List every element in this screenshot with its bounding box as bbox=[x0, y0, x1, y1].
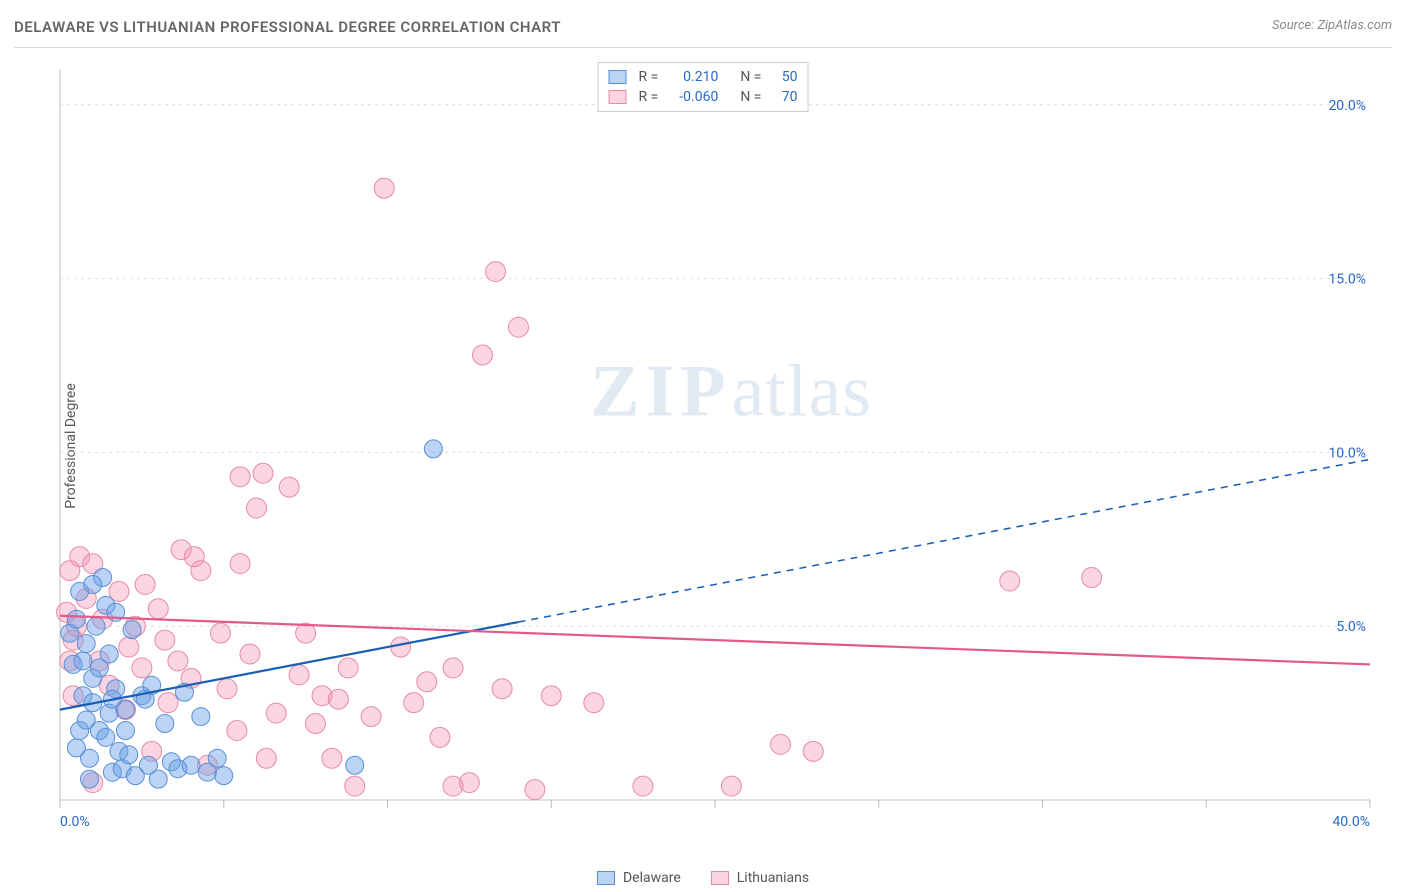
legend-swatch-lithuanians-b bbox=[711, 871, 729, 885]
n-value-0: 50 bbox=[769, 67, 797, 87]
n-label-1: N = bbox=[740, 87, 761, 107]
legend-swatch-delaware bbox=[609, 70, 627, 84]
source-link[interactable]: ZipAtlas.com bbox=[1317, 18, 1392, 33]
n-value-1: 70 bbox=[769, 87, 797, 107]
stats-legend-row-delaware: R = 0.210 N = 50 bbox=[609, 67, 798, 87]
r-label-0: R = bbox=[639, 67, 659, 87]
chart-title: DELAWARE VS LITHUANIAN PROFESSIONAL DEGR… bbox=[14, 18, 561, 36]
plot-area: 0.0% 40.0% 5.0% 10.0% 15.0% 20.0% bbox=[50, 60, 1380, 830]
stats-legend: R = 0.210 N = 50 R = -0.060 N = 70 bbox=[598, 62, 809, 112]
r-label-1: R = bbox=[639, 87, 659, 107]
svg-text:5.0%: 5.0% bbox=[1336, 619, 1366, 635]
legend-swatch-delaware-b bbox=[597, 871, 615, 885]
r-value-1: -0.060 bbox=[666, 87, 718, 107]
source-credit: Source: ZipAtlas.com bbox=[1272, 18, 1392, 33]
source-label: Source: bbox=[1272, 18, 1317, 33]
legend-swatch-lithuanians bbox=[609, 90, 627, 104]
legend-item-delaware: Delaware bbox=[597, 870, 681, 886]
r-value-0: 0.210 bbox=[666, 67, 718, 87]
series-legend: Delaware Lithuanians bbox=[597, 870, 809, 886]
svg-text:40.0%: 40.0% bbox=[1332, 814, 1370, 830]
svg-text:15.0%: 15.0% bbox=[1328, 272, 1366, 288]
legend-label-lithuanians: Lithuanians bbox=[737, 870, 809, 886]
n-label-0: N = bbox=[740, 67, 761, 87]
svg-text:10.0%: 10.0% bbox=[1328, 445, 1366, 461]
scatter-plot: 0.0% 40.0% 5.0% 10.0% 15.0% 20.0% bbox=[50, 60, 1380, 830]
legend-label-delaware: Delaware bbox=[623, 870, 681, 886]
title-bar: DELAWARE VS LITHUANIAN PROFESSIONAL DEGR… bbox=[14, 18, 1392, 48]
stats-legend-row-lithuanians: R = -0.060 N = 70 bbox=[609, 87, 798, 107]
svg-text:20.0%: 20.0% bbox=[1328, 98, 1366, 114]
svg-text:0.0%: 0.0% bbox=[60, 814, 90, 830]
legend-item-lithuanians: Lithuanians bbox=[711, 870, 809, 886]
